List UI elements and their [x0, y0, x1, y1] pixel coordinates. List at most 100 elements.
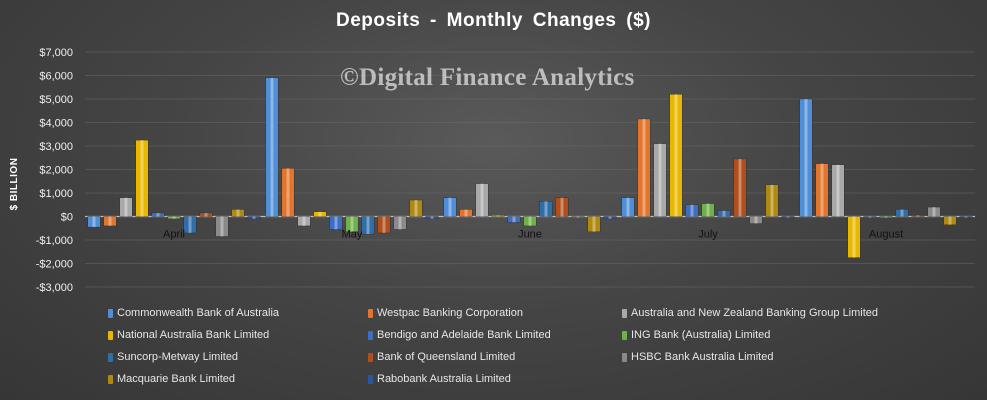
bar-highlight — [464, 209, 468, 217]
bar-highlight — [172, 216, 176, 219]
bar — [329, 216, 343, 230]
bars — [87, 77, 973, 258]
bar — [135, 139, 149, 217]
y-tick-label: $2,000 — [39, 165, 73, 177]
bar-highlight — [270, 77, 274, 217]
bar-highlight — [220, 216, 224, 237]
bar — [781, 216, 795, 218]
bar-highlight — [512, 216, 516, 223]
bar-highlight — [252, 216, 256, 219]
y-tick-label: $3,000 — [39, 141, 73, 153]
bar-highlight — [204, 212, 208, 217]
bar — [879, 216, 893, 218]
bar-highlight — [916, 215, 920, 217]
bar-highlight — [836, 164, 840, 217]
bar — [911, 215, 925, 217]
bar — [313, 211, 327, 217]
bar — [475, 183, 489, 217]
bar — [345, 216, 359, 232]
y-tick-label: $1,000 — [39, 188, 73, 200]
bar-highlight — [350, 216, 354, 232]
bar — [87, 216, 101, 228]
bar — [895, 209, 909, 217]
bar-highlight — [188, 216, 192, 233]
bar-highlight — [770, 184, 774, 217]
bar — [701, 203, 715, 217]
bar — [297, 216, 311, 227]
bar — [847, 216, 861, 258]
bar — [717, 210, 731, 217]
bar-highlight — [884, 216, 888, 218]
bar-highlight — [382, 216, 386, 233]
bar-highlight — [932, 207, 936, 217]
y-tick-label: $5,000 — [39, 94, 73, 106]
x-tick-label: June — [518, 229, 542, 241]
bar — [507, 216, 521, 223]
x-tick-label: August — [869, 229, 903, 241]
bar-highlight — [868, 216, 872, 218]
bar — [555, 197, 569, 217]
bar — [815, 163, 829, 217]
bar-highlight — [528, 216, 532, 226]
bar-highlight — [706, 203, 710, 217]
bar-highlight — [948, 216, 952, 225]
bar — [539, 201, 553, 217]
bar-highlight — [804, 99, 808, 217]
bar-highlight — [236, 209, 240, 217]
bar-highlight — [318, 211, 322, 217]
bar — [863, 216, 877, 218]
bar-highlight — [560, 197, 564, 217]
bar — [199, 212, 213, 217]
bar — [265, 77, 279, 217]
bar — [119, 197, 133, 217]
bar-highlight — [140, 140, 144, 217]
bar — [669, 94, 683, 217]
bar — [653, 143, 667, 217]
bar — [409, 199, 423, 217]
bar — [621, 197, 635, 217]
bar — [167, 216, 181, 220]
y-tick-label: -$1,000 — [36, 235, 73, 247]
bar — [231, 209, 245, 217]
bar — [215, 216, 229, 237]
x-tick-label: May — [342, 229, 363, 241]
bar-highlight — [642, 118, 646, 217]
bar — [425, 216, 439, 220]
bar-highlight — [398, 216, 402, 230]
bar — [927, 206, 941, 217]
bar-highlight — [414, 200, 418, 217]
bar-highlight — [544, 201, 548, 217]
bar-highlight — [608, 216, 612, 219]
bar-highlight — [674, 94, 678, 217]
bar-highlight — [722, 210, 726, 217]
bar-highlight — [302, 216, 306, 226]
x-tick-label: April — [163, 229, 185, 241]
bar-highlight — [286, 168, 290, 217]
x-axis-ticks: April May June July August — [163, 229, 903, 241]
chart-title: Deposits - Monthly Changes ($) — [336, 10, 651, 31]
bar-highlight — [592, 216, 596, 232]
y-tick-label: $4,000 — [39, 118, 73, 130]
bar — [587, 216, 601, 232]
x-tick-label: July — [698, 229, 718, 241]
bar — [603, 216, 617, 220]
bar-highlight — [366, 216, 370, 235]
bar-highlight — [480, 183, 484, 217]
bar — [281, 168, 295, 217]
bar-highlight — [124, 197, 128, 217]
bar — [103, 216, 117, 227]
bar — [765, 184, 779, 217]
bar-highlight — [430, 216, 434, 219]
bar-highlight — [964, 216, 968, 218]
bar-highlight — [156, 212, 160, 217]
bar — [943, 216, 957, 225]
y-tick-label: -$3,000 — [36, 282, 73, 294]
bar-highlight — [852, 216, 856, 258]
y-tick-label: $7,000 — [39, 47, 73, 59]
bar — [443, 197, 457, 217]
bar — [959, 216, 973, 218]
bar — [749, 216, 763, 224]
bar-highlight — [820, 163, 824, 217]
bar-highlight — [690, 204, 694, 217]
